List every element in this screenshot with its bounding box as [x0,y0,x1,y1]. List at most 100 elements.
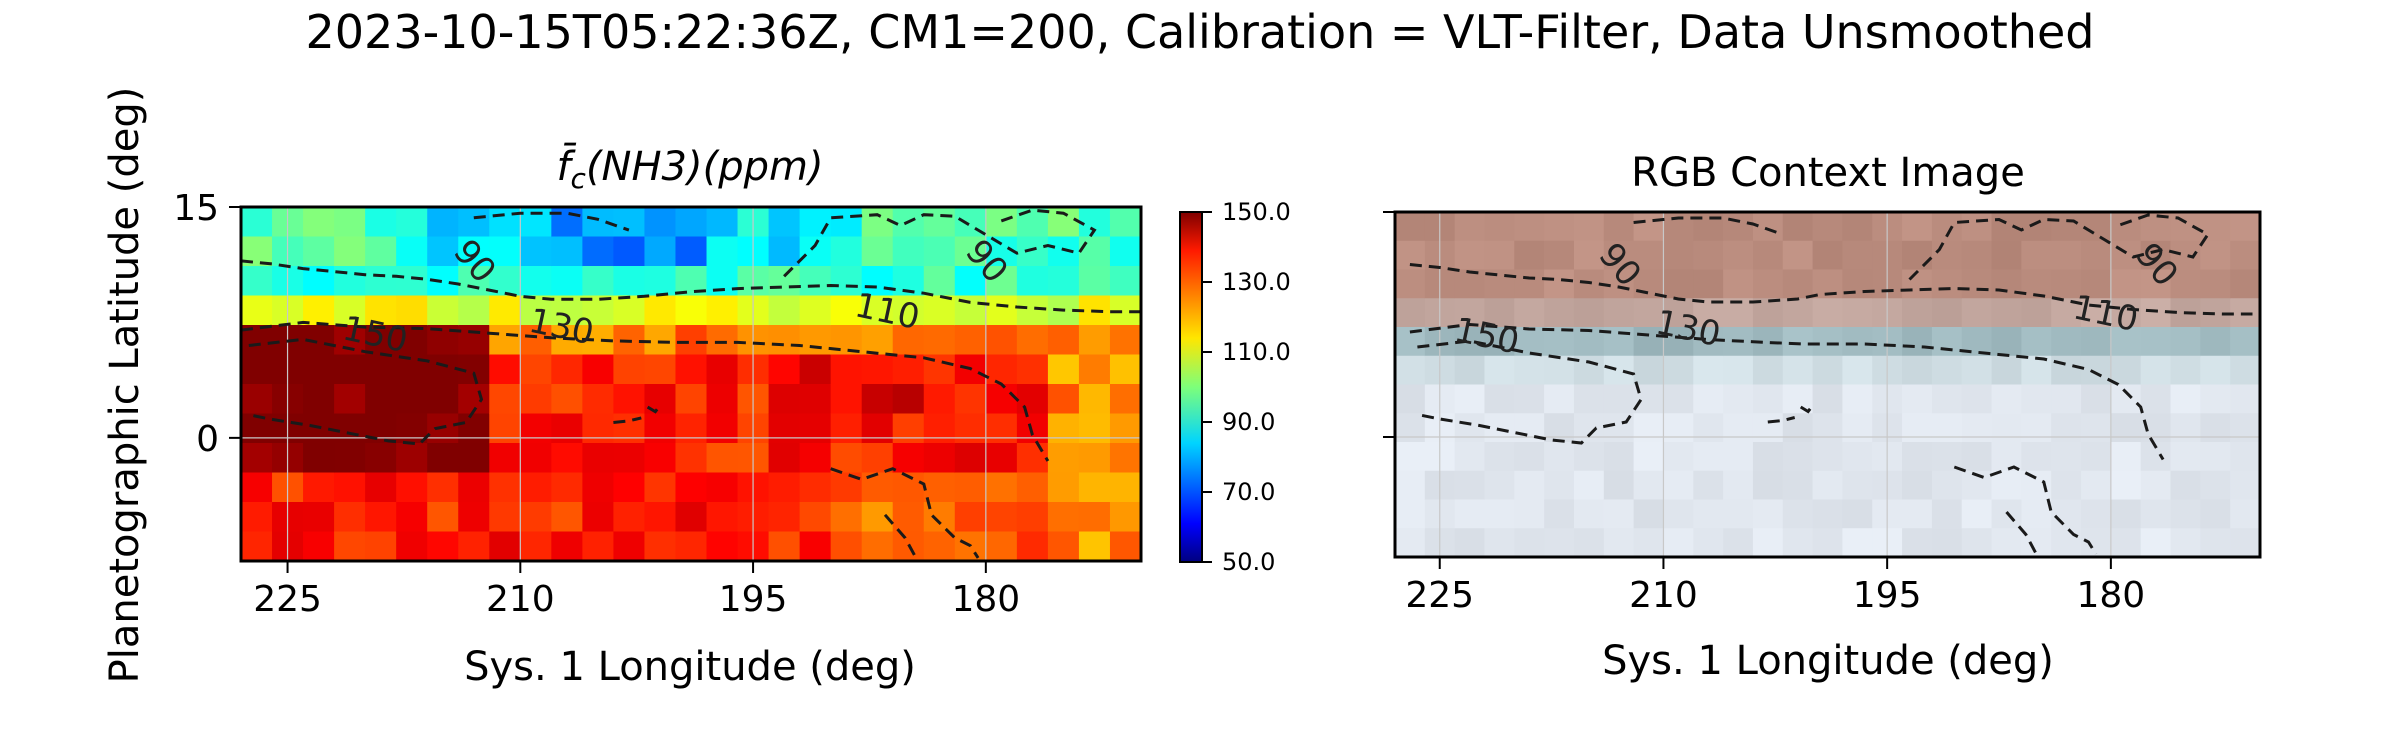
nh3-cell [520,472,552,503]
nh3-cell [985,266,1018,297]
nh3-cell [1016,502,1049,533]
nh3-cell [334,207,366,238]
nh3-cell [768,236,801,267]
nh3-cell [1047,384,1080,415]
nh3-cell [861,443,894,474]
nh3-cell [241,531,273,561]
nh3-cell [799,502,832,533]
rgb-cell [1663,212,1694,242]
rgb-cell [1842,413,1873,443]
rgb-cell [1573,442,1605,472]
rgb-cell [1603,528,1635,557]
nh3-cell [768,472,801,503]
nh3-cell [489,413,521,444]
nh3-title-rest: (NH3)(ppm) [586,144,824,190]
rgb-xtick-label: 210 [1629,575,1698,616]
nh3-cell [365,266,397,297]
rgb-cell [2140,355,2172,386]
rgb-cell [1484,355,1515,386]
rgb-cell [1812,327,1844,357]
nh3-cell [985,384,1018,415]
rgb-cell [1663,499,1694,529]
nh3-cell [551,236,583,267]
rgb-cell [1454,355,1486,386]
rgb-cell [1902,528,1933,557]
nh3-cell [520,325,552,356]
nh3-cell [985,354,1018,385]
rgb-cell [1395,384,1426,414]
nh3-cell [1109,531,1141,561]
rgb-cell [1395,269,1426,299]
rgb-cell [2081,413,2112,443]
nh3-cell [582,531,615,561]
nh3-cell [551,502,583,533]
nh3-contour-line [883,513,918,559]
rgb-contour-line [1409,263,2253,316]
rgb-cell [1454,298,1486,328]
nh3-cell [303,472,335,503]
nh3-cell [861,295,894,326]
nh3-cell [861,531,894,561]
nh3-cell [551,384,583,415]
rgb-cell [2081,442,2112,472]
rgb-cell [1723,499,1754,529]
nh3-cell [892,384,925,415]
nh3-cell [954,531,987,561]
nh3-cell [768,413,801,444]
rgb-cell [1752,413,1784,443]
nh3-cell [1047,502,1080,533]
nh3-cell [830,384,863,415]
rgb-cell [1782,384,1814,414]
nh3-cell [923,266,956,297]
nh3-cell [458,413,490,444]
rgb-cell [1902,384,1933,414]
nh3-cell [985,207,1018,238]
nh3-cell [551,354,583,385]
rgb-cell [1693,442,1724,472]
nh3-cell [427,443,459,474]
nh3-cell [303,207,335,238]
rgb-cell [2230,528,2260,557]
nh3-cell [706,266,739,297]
nh3-cell [954,325,987,356]
nh3-contour-line [241,259,1141,314]
rgb-cell [1603,384,1635,414]
nh3-cell [799,325,832,356]
nh3-cell [1016,384,1049,415]
nh3-cell [923,207,956,238]
rgb-cell [1544,212,1575,242]
nh3-cell [706,531,739,561]
nh3-cell [768,531,801,561]
nh3-cell [520,266,552,297]
rgb-cell [1454,442,1486,472]
rgb-cell [2200,499,2231,529]
nh3-cell [241,502,273,533]
nh3-xlabel: Sys. 1 Longitude (deg) [464,644,916,690]
rgb-cell [1603,240,1635,271]
rgb-xtick-label: 225 [1405,575,1474,616]
nh3-cell [644,472,677,503]
nh3-cell [954,236,987,267]
rgb-cell [1961,442,1993,472]
nh3-cell [613,384,646,415]
rgb-cell [2051,384,2082,414]
nh3-contour-line [830,467,980,559]
nh3-cell [1047,413,1080,444]
rgb-cell [1633,240,1665,271]
rgb-cell [2021,442,2052,472]
nh3-cell [675,413,708,444]
rgb-cell [2021,212,2052,242]
nh3-cell [582,266,615,297]
rgb-cell [1902,240,1933,271]
rgb-cell [1812,298,1844,328]
rgb-cell [1693,384,1724,414]
rgb-cell [2170,240,2201,271]
nh3-cell [985,295,1018,326]
rgb-cell [1693,413,1724,443]
nh3-cell [365,325,397,356]
nh3-cell [520,443,552,474]
rgb-cell [2110,528,2142,557]
nh3-cell [1078,207,1111,238]
colorbar-tick-label: 150.0 [1222,198,1291,226]
